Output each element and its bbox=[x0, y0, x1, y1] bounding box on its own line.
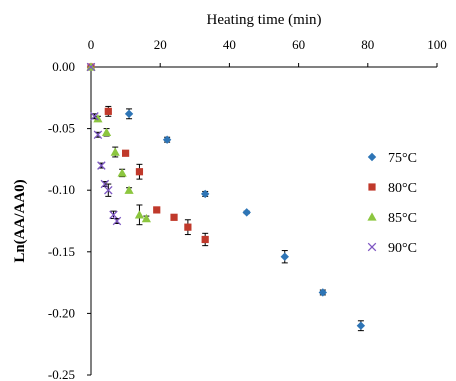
x-tick-label: 100 bbox=[427, 37, 447, 52]
x-tick-label: 0 bbox=[88, 37, 95, 52]
legend-marker bbox=[367, 212, 377, 221]
data-point bbox=[356, 321, 366, 330]
x-tick-label: 20 bbox=[154, 37, 167, 52]
legend-label: 85°C bbox=[388, 211, 417, 226]
legend: 75°C 80°C 85°C 90°C bbox=[367, 151, 417, 256]
data-point bbox=[200, 189, 210, 199]
data-point bbox=[170, 213, 178, 221]
y-tick-label: -0.05 bbox=[48, 121, 75, 136]
data-point bbox=[100, 179, 110, 189]
data-point bbox=[90, 112, 99, 121]
x-tick-label: 40 bbox=[223, 37, 236, 52]
data-point bbox=[162, 135, 172, 144]
data-point bbox=[93, 130, 103, 140]
data-point bbox=[93, 114, 103, 123]
legend-item: 80°C bbox=[368, 181, 417, 196]
x-axis-title: Heating time (min) bbox=[207, 12, 322, 28]
y-tick-label: -0.15 bbox=[48, 244, 75, 259]
data-point bbox=[184, 223, 192, 231]
legend-label: 75°C bbox=[388, 151, 417, 166]
data-point bbox=[153, 206, 161, 214]
legend-label: 90°C bbox=[388, 241, 417, 256]
legend-item: 75°C bbox=[367, 151, 417, 166]
series-diamond bbox=[86, 62, 366, 332]
legend-item: 85°C bbox=[367, 211, 417, 226]
data-point bbox=[124, 185, 134, 194]
y-tick-label: -0.25 bbox=[48, 367, 75, 381]
data-point bbox=[117, 168, 127, 177]
data-point bbox=[134, 210, 145, 219]
y-axis-title: Ln(AA/AA0) bbox=[12, 179, 28, 262]
data-point bbox=[122, 149, 130, 157]
data-point bbox=[104, 107, 112, 115]
data-point bbox=[110, 147, 120, 156]
data-series bbox=[86, 62, 366, 332]
data-point bbox=[318, 288, 328, 297]
y-tick-label: -0.10 bbox=[48, 182, 75, 197]
legend-item: 90°C bbox=[367, 241, 417, 256]
data-point bbox=[97, 161, 106, 170]
data-point bbox=[124, 109, 134, 119]
legend-marker bbox=[368, 183, 376, 191]
data-point bbox=[135, 168, 144, 176]
y-tick-label: 0.00 bbox=[52, 59, 75, 74]
series-triangle bbox=[86, 62, 151, 226]
axes bbox=[90, 66, 437, 375]
data-point bbox=[242, 208, 251, 217]
series-x bbox=[86, 62, 122, 226]
data-point bbox=[280, 252, 289, 261]
data-point bbox=[141, 213, 151, 223]
x-tick-label: 60 bbox=[292, 37, 305, 52]
data-point bbox=[101, 127, 112, 136]
data-point bbox=[104, 185, 113, 195]
legend-marker bbox=[367, 152, 377, 162]
data-point bbox=[86, 62, 96, 72]
data-point bbox=[112, 216, 122, 226]
legend-label: 80°C bbox=[388, 181, 417, 196]
legend-marker bbox=[367, 242, 377, 252]
data-point bbox=[109, 210, 118, 220]
x-tick-label: 80 bbox=[361, 37, 374, 52]
y-tick-label: -0.20 bbox=[48, 305, 75, 320]
data-point bbox=[201, 235, 209, 244]
axis-ticks: 0 20 40 60 80 100 0.00 -0.05 -0.10 -0.15 -0.20 -0.2… bbox=[48, 37, 447, 381]
